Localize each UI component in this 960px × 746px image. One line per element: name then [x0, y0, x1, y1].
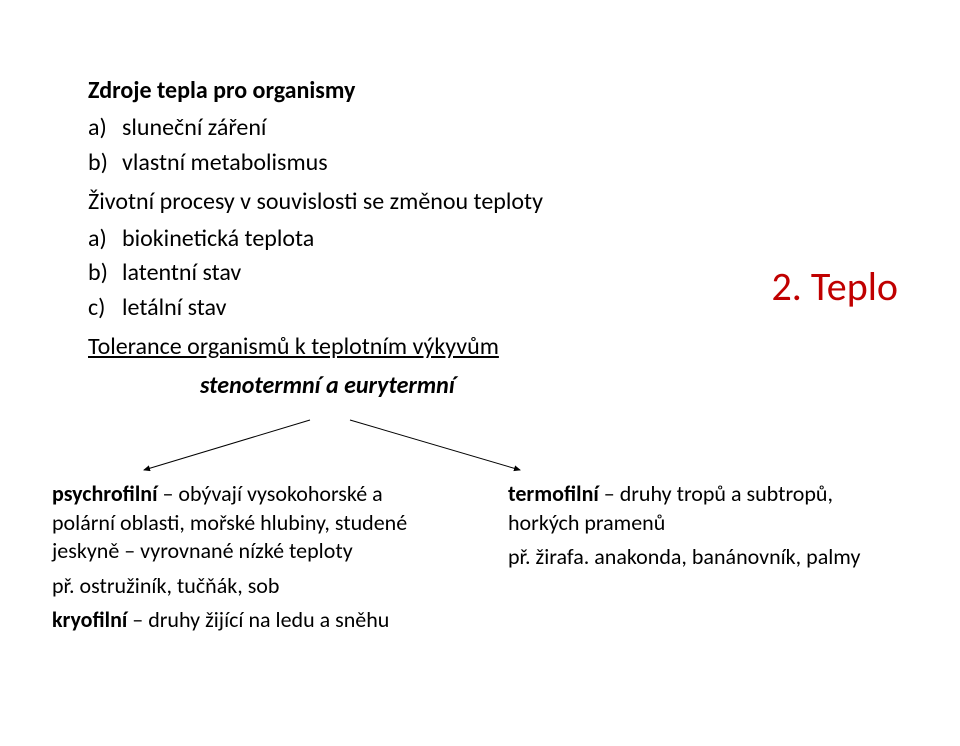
list-text: biokinetická teplota	[122, 222, 314, 257]
psychrofilni-term: psychrofilní	[52, 480, 157, 507]
steno-eury: stenotermní a eurytermní	[200, 371, 658, 400]
main-content: Zdroje tepla pro organismy a) sluneční z…	[88, 76, 658, 400]
arrow-left	[144, 420, 310, 470]
list-label: b)	[88, 256, 122, 291]
psychrofilni-para: psychrofilní – obývají vysokohorské a po…	[52, 480, 442, 566]
section-number: 2. Teplo	[771, 262, 898, 311]
title-zdroje: Zdroje tepla pro organismy	[88, 76, 658, 105]
tolerance-heading: Tolerance organismů k teplotním výkyvům	[88, 332, 658, 361]
list-label: a)	[88, 111, 122, 146]
list-item: c) letální stav	[88, 291, 658, 326]
list-text: latentní stav	[122, 256, 241, 291]
psychrofilni-example: př. ostružiník, tučňák, sob	[52, 572, 442, 601]
termofilni-para: termofilní – druhy tropů a subtropů, hor…	[508, 480, 868, 537]
list-item: b) vlastní metabolismus	[88, 146, 658, 181]
bottom-left-block: psychrofilní – obývají vysokohorské a po…	[52, 480, 442, 641]
list-item: b) latentní stav	[88, 256, 658, 291]
branch-arrows	[130, 416, 550, 476]
list-procesy: a) biokinetická teplota b) latentní stav…	[88, 222, 658, 326]
kryofilni-desc: – druhy žijící na ledu a sněhu	[127, 606, 389, 633]
kryofilni-term: kryofilní	[52, 606, 127, 633]
list-text: sluneční záření	[122, 111, 266, 146]
list-label: c)	[88, 291, 122, 326]
termofilni-example: př. žirafa. anakonda, banánovník, palmy	[508, 543, 868, 572]
list-label: a)	[88, 222, 122, 257]
subtitle-procesy: Životní procesy v souvislosti se změnou …	[88, 187, 658, 216]
bottom-right-block: termofilní – druhy tropů a subtropů, hor…	[508, 480, 868, 578]
termofilni-term: termofilní	[508, 480, 599, 507]
list-zdroje: a) sluneční záření b) vlastní metabolism…	[88, 111, 658, 181]
kryofilni-para: kryofilní – druhy žijící na ledu a sněhu	[52, 606, 442, 635]
list-text: vlastní metabolismus	[122, 146, 328, 181]
list-text: letální stav	[122, 291, 226, 326]
list-label: b)	[88, 146, 122, 181]
list-item: a) sluneční záření	[88, 111, 658, 146]
arrow-right	[350, 420, 520, 470]
list-item: a) biokinetická teplota	[88, 222, 658, 257]
slide-page: 2. Teplo Zdroje tepla pro organismy a) s…	[0, 0, 960, 746]
